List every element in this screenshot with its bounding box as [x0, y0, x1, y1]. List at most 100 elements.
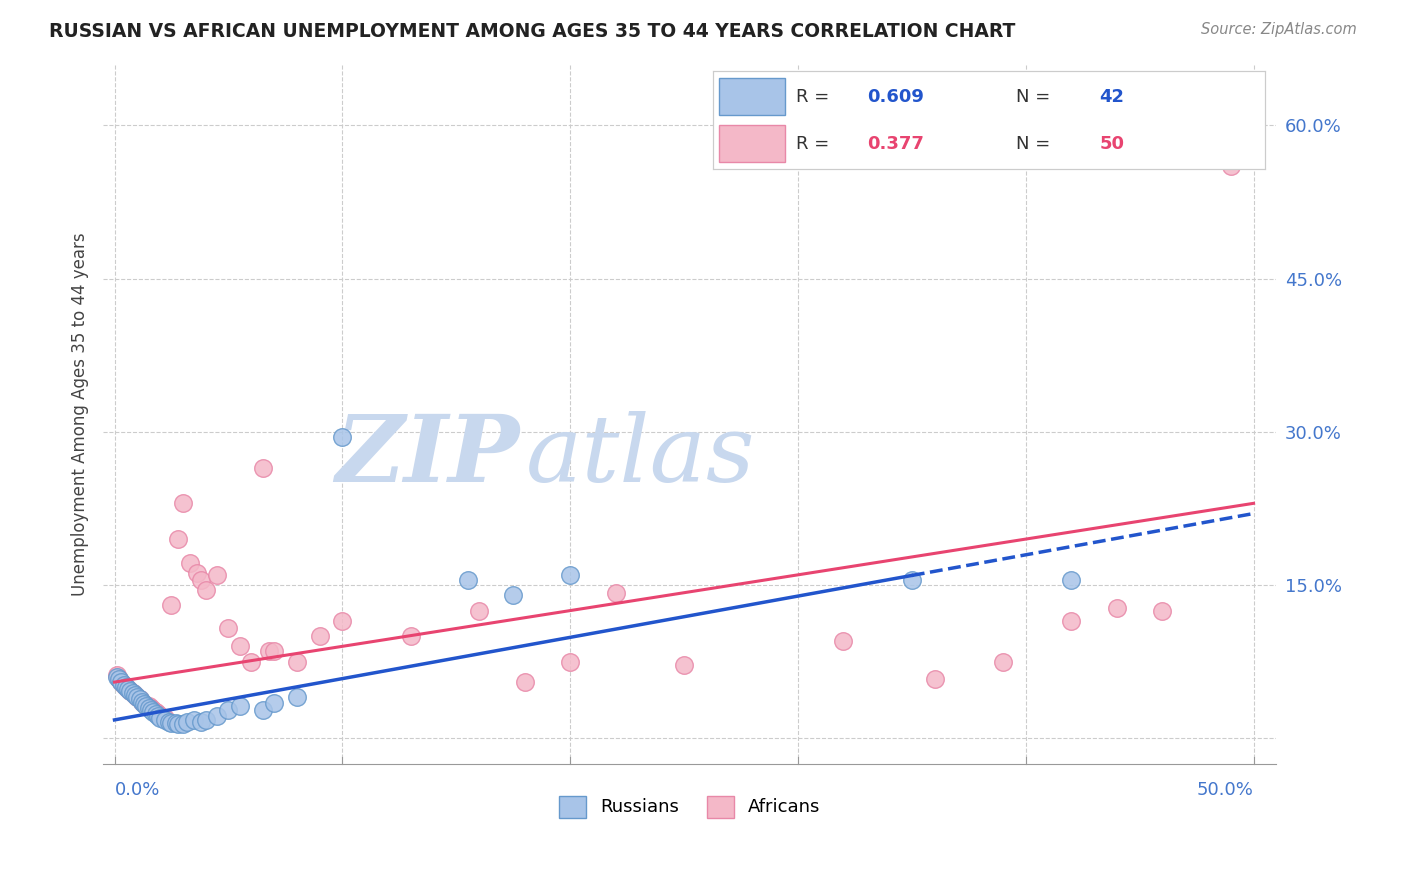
Point: [134, 697, 156, 711]
Point: [330, 614, 353, 628]
Point: [142, 705, 165, 719]
Legend: Russians, Africans: Russians, Africans: [551, 789, 828, 825]
Point: [135, 698, 157, 713]
Point: [205, 567, 228, 582]
Point: [120, 684, 142, 698]
Point: [1060, 614, 1083, 628]
Point: [190, 714, 212, 729]
Point: [146, 706, 169, 721]
Point: [399, 629, 422, 643]
Point: [167, 717, 190, 731]
Point: [468, 604, 491, 618]
Point: [167, 532, 190, 546]
Point: [1060, 573, 1083, 587]
Point: [172, 496, 194, 510]
Point: [127, 690, 149, 705]
Point: [1105, 600, 1128, 615]
Point: [115, 680, 138, 694]
Text: ZIP: ZIP: [336, 411, 520, 501]
Point: [110, 675, 132, 690]
Point: [134, 697, 156, 711]
Point: [112, 678, 135, 692]
Point: [259, 644, 281, 658]
Point: [149, 708, 172, 723]
Point: [330, 430, 353, 444]
Point: [217, 703, 239, 717]
Point: [139, 700, 162, 714]
Point: [252, 703, 274, 717]
Point: [124, 689, 146, 703]
Point: [832, 634, 855, 648]
Point: [263, 696, 285, 710]
Point: [263, 644, 285, 658]
Point: [145, 706, 167, 721]
Text: 50.0%: 50.0%: [1197, 781, 1254, 799]
Point: [172, 717, 194, 731]
Point: [457, 573, 479, 587]
Point: [138, 698, 160, 713]
Point: [128, 692, 150, 706]
Point: [115, 680, 138, 694]
Point: [205, 708, 228, 723]
Text: RUSSIAN VS AFRICAN UNEMPLOYMENT AMONG AGES 35 TO 44 YEARS CORRELATION CHART: RUSSIAN VS AFRICAN UNEMPLOYMENT AMONG AG…: [49, 22, 1015, 41]
Point: [105, 670, 128, 684]
Point: [673, 657, 696, 672]
Point: [153, 711, 176, 725]
Point: [124, 689, 146, 703]
Point: [190, 573, 212, 587]
Point: [183, 713, 205, 727]
Text: 0.0%: 0.0%: [114, 781, 160, 799]
Point: [605, 586, 627, 600]
Point: [194, 713, 217, 727]
Point: [121, 686, 143, 700]
Y-axis label: Unemployment Among Ages 35 to 44 years: Unemployment Among Ages 35 to 44 years: [72, 232, 89, 596]
Point: [229, 698, 252, 713]
Point: [229, 640, 252, 654]
Point: [120, 684, 142, 698]
Point: [252, 460, 274, 475]
Point: [502, 588, 524, 602]
Point: [165, 715, 187, 730]
Point: [157, 714, 180, 729]
Point: [145, 705, 167, 719]
Point: [1219, 159, 1241, 173]
Point: [131, 694, 153, 708]
Point: [194, 583, 217, 598]
Point: [149, 711, 172, 725]
Point: [176, 714, 198, 729]
Point: [558, 567, 581, 582]
Point: [901, 573, 924, 587]
Point: [139, 703, 162, 717]
Point: [127, 690, 149, 705]
Point: [146, 708, 169, 723]
Point: [138, 700, 160, 714]
Point: [513, 675, 536, 690]
Point: [924, 672, 946, 686]
Point: [558, 655, 581, 669]
Point: [105, 668, 128, 682]
Point: [153, 713, 176, 727]
Point: [308, 629, 330, 643]
Point: [160, 599, 183, 613]
Point: [112, 678, 135, 692]
Point: [142, 703, 165, 717]
Point: [128, 692, 150, 706]
Point: [217, 621, 239, 635]
Point: [1152, 604, 1174, 618]
Point: [117, 682, 139, 697]
Point: [110, 675, 132, 690]
Text: Source: ZipAtlas.com: Source: ZipAtlas.com: [1201, 22, 1357, 37]
Point: [131, 694, 153, 708]
Point: [240, 655, 263, 669]
Text: atlas: atlas: [526, 411, 755, 501]
Point: [186, 566, 208, 580]
Point: [160, 715, 183, 730]
Point: [121, 686, 143, 700]
Point: [117, 682, 139, 697]
Point: [285, 655, 308, 669]
Point: [991, 655, 1014, 669]
Point: [108, 672, 131, 686]
Point: [285, 690, 308, 705]
Point: [179, 556, 201, 570]
Point: [108, 672, 131, 686]
